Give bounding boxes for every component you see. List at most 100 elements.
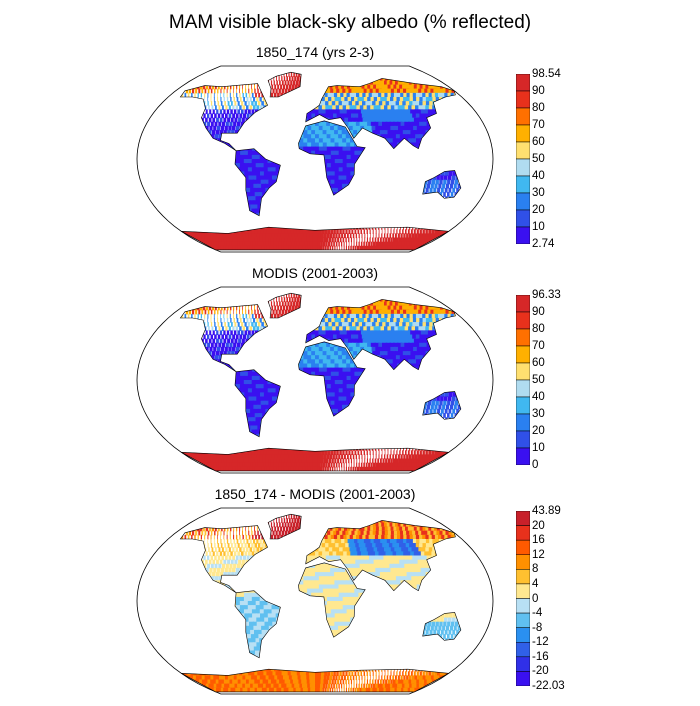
grid-cell — [362, 117, 368, 123]
grid-cell — [299, 229, 304, 234]
grid-cell — [357, 318, 363, 323]
grid-cell — [400, 121, 407, 127]
grid-cell — [429, 187, 433, 193]
grid-cell — [236, 150, 241, 156]
grid-cell — [248, 92, 251, 98]
grid-cell — [342, 138, 347, 143]
grid-cell — [201, 309, 204, 315]
grid-cell — [214, 121, 218, 127]
grid-cell — [315, 146, 320, 152]
grid-cell — [292, 301, 296, 307]
grid-cell — [367, 109, 374, 115]
grid-cell — [322, 346, 327, 352]
grid-cell — [339, 237, 342, 243]
map-panel-modis: MODIS (2001-2003) 96.33 90 80 70 60 50 40 30 20 1… — [0, 265, 700, 485]
grid-cell — [411, 233, 415, 239]
grid-cell — [423, 334, 430, 340]
grid-cell — [384, 338, 390, 344]
grid-cell — [315, 138, 320, 143]
grid-cell — [388, 322, 395, 327]
grid-cell — [252, 326, 256, 331]
grid-cell — [288, 233, 294, 239]
grid-cell — [333, 309, 338, 315]
grid-cell — [322, 150, 328, 156]
grid-cell — [255, 313, 257, 319]
grid-cell — [340, 92, 345, 98]
grid-cell — [181, 313, 184, 319]
grid-cell — [334, 138, 339, 143]
grid-cell — [287, 301, 290, 307]
grid-cell — [218, 134, 223, 139]
grid-cell — [407, 229, 410, 234]
grid-cell — [327, 313, 332, 319]
grid-cell — [421, 130, 428, 135]
grid-cell — [330, 179, 335, 185]
grid-cell — [208, 117, 212, 123]
grid-cell — [358, 84, 365, 90]
grid-cell — [245, 404, 251, 410]
grid-cell — [405, 113, 411, 119]
grid-cell — [239, 159, 245, 164]
map-panel-model: 1850_174 (yrs 2-3) 98.54 90 80 70 60 50 40 30 20… — [0, 44, 700, 264]
grid-cell — [264, 101, 268, 106]
grid-cell — [418, 326, 425, 331]
grid-cell — [245, 92, 248, 98]
grid-cell — [357, 97, 363, 102]
grid-cell — [213, 313, 215, 319]
grid-cell — [341, 130, 347, 135]
grid-cell — [342, 371, 348, 377]
grid-cell — [267, 227, 274, 230]
grid-cell — [442, 183, 446, 189]
grid-cell — [311, 367, 316, 373]
grid-cell — [403, 233, 406, 239]
grid-cell — [384, 134, 390, 139]
grid-cell — [232, 105, 235, 110]
grid-cell — [241, 322, 244, 327]
grid-cell — [181, 92, 184, 98]
grid-cell — [221, 334, 224, 340]
grid-cell — [338, 371, 344, 377]
grid-cell — [338, 179, 343, 185]
colorbar-tick-label: 60 — [532, 136, 545, 148]
grid-cell — [215, 326, 217, 331]
grid-cell — [340, 117, 346, 123]
grid-cell — [440, 175, 444, 181]
grid-cell — [334, 371, 340, 377]
grid-cell — [325, 330, 330, 336]
grid-cell — [430, 183, 434, 189]
grid-cell — [360, 330, 366, 336]
grid-cell — [218, 342, 222, 348]
grid-cell — [211, 134, 215, 139]
grid-cell — [389, 109, 395, 115]
grid-cell — [383, 318, 390, 323]
grid-cell — [257, 229, 264, 234]
grid-cell — [250, 204, 256, 210]
grid-cell — [333, 113, 338, 119]
grid-cell — [326, 171, 332, 177]
grid-cell — [378, 109, 384, 115]
grid-cell — [210, 342, 214, 348]
grid-cell — [289, 297, 291, 302]
grid-cell — [352, 125, 358, 131]
grid-cell — [381, 229, 383, 234]
grid-cell — [356, 326, 362, 331]
grid-cell — [350, 146, 356, 152]
grid-cell — [401, 334, 408, 340]
grid-cell — [230, 330, 233, 336]
grid-cell — [216, 338, 219, 344]
grid-cell — [231, 101, 233, 106]
grid-cell — [375, 233, 377, 239]
grid-cell — [346, 330, 352, 336]
grid-cell — [214, 113, 217, 119]
grid-cell — [409, 101, 416, 106]
grid-cell — [283, 233, 288, 239]
grid-cell — [326, 134, 332, 139]
grid-cell — [384, 227, 386, 230]
grid-cell — [348, 229, 351, 234]
grid-cell — [439, 229, 444, 234]
grid-cell — [205, 338, 208, 344]
grid-cell — [376, 245, 381, 250]
grid-cell — [242, 326, 246, 331]
grid-cell — [243, 97, 245, 102]
grid-cell — [387, 313, 394, 319]
